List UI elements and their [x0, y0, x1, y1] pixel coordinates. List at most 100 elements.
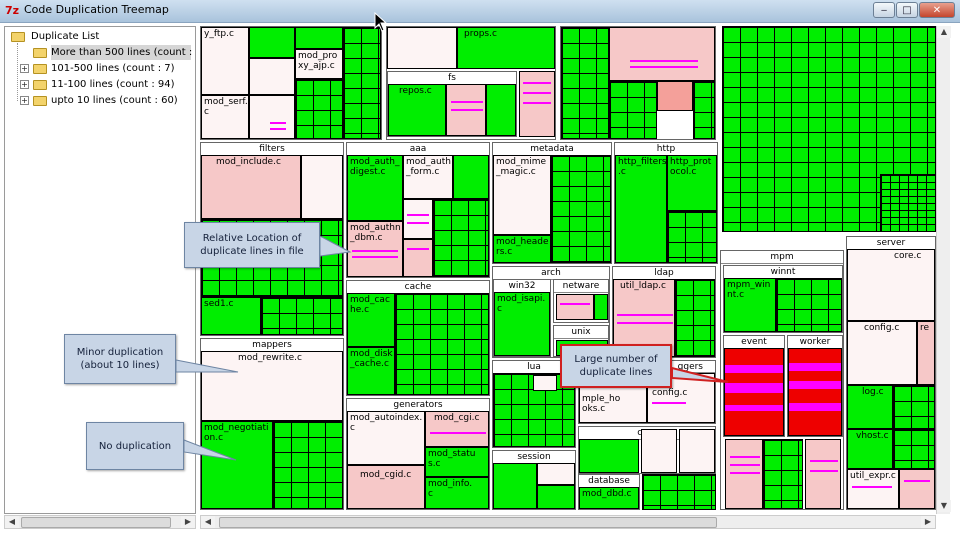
file-mod-auth-form[interactable]: mod_auth _form.c: [403, 155, 453, 199]
file-mod-cgi[interactable]: mod_cgi.c: [425, 411, 489, 447]
file-util-expr[interactable]: util_expr.c: [847, 469, 899, 509]
file-block[interactable]: [537, 485, 575, 509]
file-mod-headers[interactable]: mod_heade rs.c: [493, 235, 551, 263]
file-cluster[interactable]: [273, 421, 343, 509]
file-block[interactable]: [537, 463, 575, 485]
expand-plus-icon[interactable]: +: [20, 80, 29, 89]
file-cluster[interactable]: [893, 429, 935, 469]
group-winnt[interactable]: winnt mpm_win nt.c: [723, 265, 843, 333]
file-block[interactable]: [579, 439, 639, 473]
file-core-c[interactable]: core.c: [847, 249, 935, 321]
file-cluster[interactable]: [642, 474, 716, 510]
close-button[interactable]: ✕: [919, 2, 955, 18]
file-mod-proxy-ajp[interactable]: mod_pro xy_ajp.c: [295, 49, 343, 79]
file-re[interactable]: re: [917, 321, 935, 385]
treemap-vertical-scrollbar[interactable]: ▲ ▼: [936, 26, 951, 514]
file-mod-info[interactable]: mod_info. c: [425, 477, 489, 509]
file-mod-autoindex[interactable]: mod_autoindex. c: [347, 411, 425, 465]
file-block[interactable]: [453, 155, 489, 199]
scroll-right-arrow-icon[interactable]: ▶: [181, 516, 195, 528]
file-cluster[interactable]: [261, 297, 343, 335]
file-cluster[interactable]: [561, 27, 609, 139]
file-event[interactable]: [724, 348, 784, 436]
group-metadata[interactable]: metadata mod_mime _magic.c mod_heade rs.…: [492, 142, 612, 264]
file-block[interactable]: [679, 429, 715, 473]
file-mod-serf[interactable]: mod_serf. c: [201, 95, 249, 139]
file-cluster[interactable]: [551, 155, 611, 263]
group-win32[interactable]: win32 mod_isapi. c: [493, 279, 551, 357]
file-y-ftp[interactable]: y_ftp.c: [201, 27, 249, 95]
group-event[interactable]: event: [723, 335, 785, 437]
file-mod-mime-magic[interactable]: mod_mime _magic.c: [493, 155, 551, 235]
group-arch[interactable]: arch win32 mod_isapi. c netware unix: [492, 266, 610, 358]
file-worker[interactable]: [788, 348, 842, 436]
file-block[interactable]: [249, 58, 295, 95]
group-http[interactable]: http http_filters .c http_prot ocol.c: [614, 142, 718, 264]
scroll-left-arrow-icon[interactable]: ◀: [201, 516, 215, 528]
file-cluster[interactable]: [343, 27, 381, 139]
file-block[interactable]: [725, 439, 763, 509]
file-block[interactable]: [403, 199, 433, 239]
file-block[interactable]: [519, 71, 555, 137]
file-block[interactable]: [446, 84, 486, 136]
treemap-horizontal-scrollbar[interactable]: ◀ ▶: [200, 515, 936, 529]
file-cluster[interactable]: [763, 439, 803, 509]
file-block[interactable]: [493, 463, 537, 509]
file-block[interactable]: [899, 469, 935, 509]
file-mod-include[interactable]: mod_include.c: [201, 155, 301, 219]
file-mod-isapi[interactable]: mod_isapi. c: [494, 292, 550, 356]
tree-horizontal-scrollbar[interactable]: ◀ ▶: [4, 515, 196, 529]
group-netware[interactable]: netware: [553, 279, 609, 323]
file-http-protocol[interactable]: http_prot ocol.c: [667, 155, 717, 211]
file-sed1[interactable]: sed1.c: [201, 297, 261, 335]
file-vhost-c[interactable]: vhost.c: [847, 429, 893, 469]
file-mod-negotiation[interactable]: mod_negotiati on.c: [201, 421, 273, 509]
tree-item-101-500[interactable]: + 101-500 lines (count : 7): [5, 61, 195, 76]
file-mod-cache[interactable]: mod_cac he.c: [347, 293, 395, 347]
file-mpm-winnt[interactable]: mpm_win nt.c: [724, 278, 776, 332]
tree-item-500-plus[interactable]: More than 500 lines (count :: [5, 45, 195, 60]
file-mod-dbd[interactable]: mod_dbd.c: [579, 487, 639, 509]
tree-item-upto-10[interactable]: + upto 10 lines (count : 60): [5, 93, 195, 108]
file-cluster[interactable]: [893, 385, 935, 429]
file-block[interactable]: [249, 95, 295, 139]
file-config-c[interactable]: config.c: [847, 321, 917, 385]
treemap-scroll-thumb[interactable]: [219, 517, 717, 528]
group-session[interactable]: session: [492, 450, 576, 510]
file-cluster[interactable]: [295, 79, 343, 139]
file-mod-cgid[interactable]: mod_cgid.c: [347, 465, 425, 509]
file-mod-disk-cache[interactable]: mod_disk _cache.c: [347, 347, 395, 395]
scroll-right-arrow-icon[interactable]: ▶: [921, 516, 935, 528]
file-cluster-fine[interactable]: [880, 174, 936, 232]
file-block[interactable]: [249, 27, 295, 58]
file-block[interactable]: [609, 27, 715, 81]
file-block[interactable]: [403, 239, 433, 277]
group-proxy[interactable]: y_ftp.c mod_pro xy_ajp.c mod_serf. c: [200, 26, 382, 140]
group-cache[interactable]: cache mod_cac he.c mod_disk _cache.c: [346, 280, 490, 396]
file-block[interactable]: [295, 27, 343, 49]
group-aaa[interactable]: aaa mod_auth_ digest.c mod_auth _form.c …: [346, 142, 490, 278]
file-block[interactable]: [387, 27, 457, 69]
duplication-treemap[interactable]: y_ftp.c mod_pro xy_ajp.c mod_serf. c pro…: [200, 26, 936, 512]
group-server[interactable]: server core.c config.c re log.c vhost.c …: [846, 236, 936, 510]
file-cluster[interactable]: [609, 81, 657, 139]
scroll-down-arrow-icon[interactable]: ▼: [937, 500, 951, 512]
file-block[interactable]: [805, 439, 841, 509]
file-repos[interactable]: repos.c: [388, 84, 446, 136]
file-cluster[interactable]: [693, 81, 715, 139]
file-block[interactable]: [486, 84, 516, 136]
file-props[interactable]: props.c: [457, 27, 555, 69]
group-proxy-modules[interactable]: [560, 26, 716, 140]
file-log-c[interactable]: log.c: [847, 385, 893, 429]
window-titlebar[interactable]: 7z Code Duplication Treemap ‒ □ ✕: [0, 0, 960, 23]
file-block[interactable]: [594, 294, 608, 320]
file-http-filters[interactable]: http_filters .c: [615, 155, 667, 263]
group-worker[interactable]: worker: [787, 335, 843, 437]
file-block[interactable]: [533, 375, 557, 391]
tree-item-11-100[interactable]: + 11-100 lines (count : 94): [5, 77, 195, 92]
file-cluster[interactable]: [667, 211, 717, 263]
file-cluster[interactable]: [776, 278, 842, 332]
file-block[interactable]: [301, 155, 343, 219]
expand-plus-icon[interactable]: +: [20, 64, 29, 73]
group-mpm[interactable]: mpm winnt mpm_win nt.c event worker: [720, 250, 844, 510]
